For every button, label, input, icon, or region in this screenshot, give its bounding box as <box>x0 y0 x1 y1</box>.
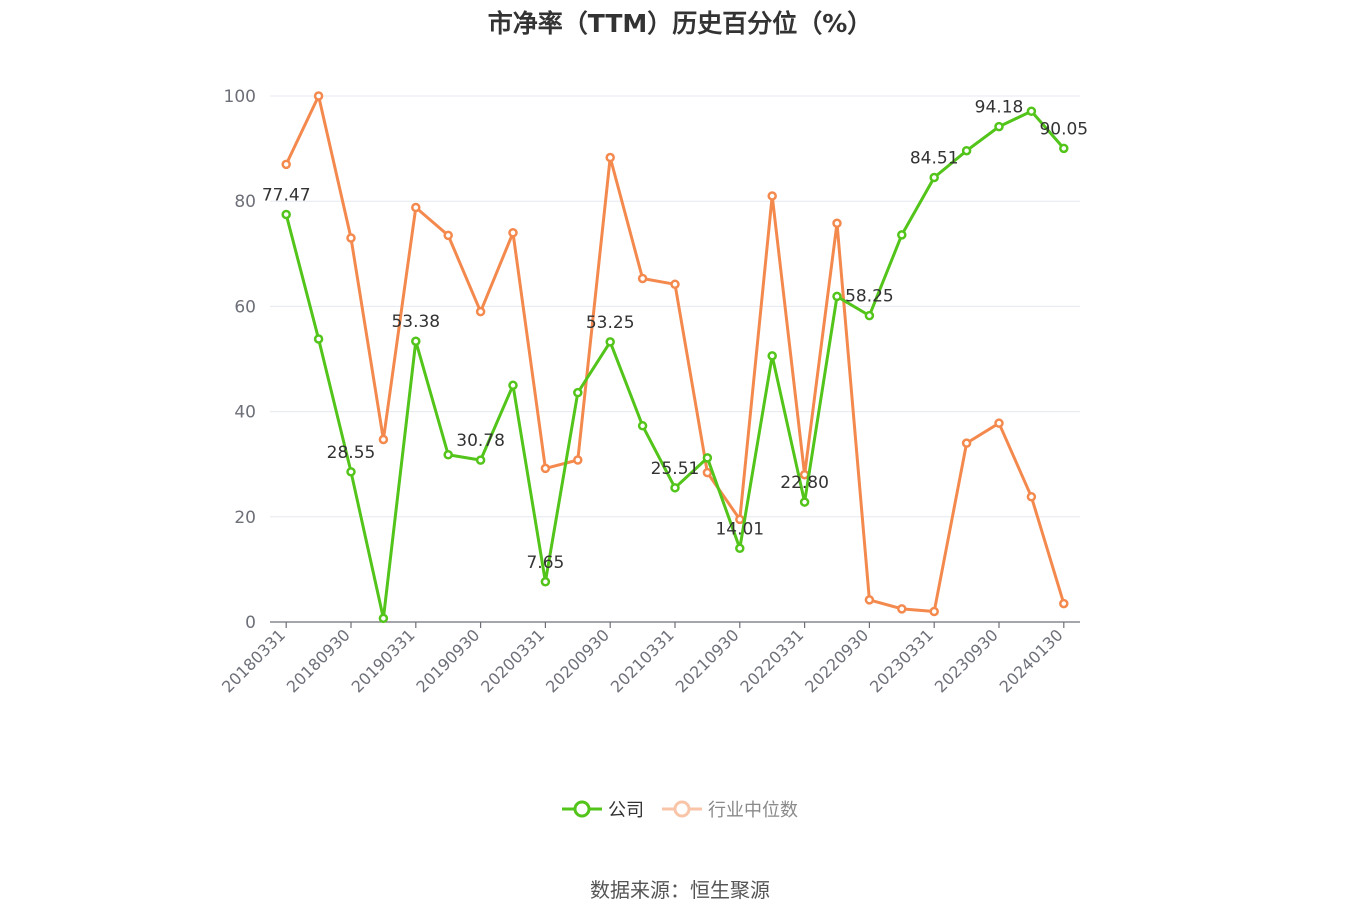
x-tick-label: 20230331 <box>866 625 937 696</box>
company-data-point <box>281 209 291 220</box>
company-data-label: 14.01 <box>715 519 764 539</box>
company-data-point <box>411 336 421 346</box>
x-tick-label: 20220930 <box>801 625 872 696</box>
industry-series-line <box>284 94 1066 613</box>
legend-company-marker-icon <box>562 800 602 818</box>
company-data-label: 22.80 <box>780 473 829 493</box>
company-data-point <box>929 172 939 183</box>
x-tick-label: 20180930 <box>283 625 354 696</box>
y-tick-label: 20 <box>234 508 256 528</box>
industry-data-point <box>702 467 713 478</box>
company-data-point <box>313 334 324 344</box>
company-data-label: 90.05 <box>1039 119 1088 139</box>
legend-industry-marker-icon <box>662 800 702 818</box>
company-data-point <box>475 455 486 465</box>
company-data-point <box>605 337 615 347</box>
x-tick-label: 20190331 <box>348 625 419 696</box>
industry-data-point <box>378 434 389 445</box>
industry-data-point <box>346 233 356 243</box>
legend-item-industry[interactable]: 行业中位数 <box>662 796 798 822</box>
industry-data-point <box>443 230 453 241</box>
company-data-label: 53.38 <box>391 312 440 332</box>
company-data-point <box>864 310 875 321</box>
company-data-point <box>346 467 356 477</box>
y-tick-label: 80 <box>234 192 256 212</box>
company-data-label: 58.25 <box>845 287 894 307</box>
industry-data-point <box>475 306 486 317</box>
company-data-point <box>670 483 680 493</box>
chart-title: 市净率（TTM）历史百分位（%） <box>487 9 873 38</box>
industry-data-point <box>411 202 421 213</box>
industry-data-point <box>832 218 842 229</box>
industry-data-point <box>929 606 939 617</box>
company-data-label: 28.55 <box>327 443 376 463</box>
industry-data-point <box>670 279 680 290</box>
company-data-point <box>832 291 842 302</box>
company-data-label: 30.78 <box>456 431 505 451</box>
x-tick-label: 20220331 <box>736 625 807 696</box>
legend: 公司 行业中位数 <box>0 796 1360 822</box>
y-tick-label: 60 <box>234 297 256 317</box>
company-data-point <box>540 577 551 587</box>
company-data-point <box>573 387 583 398</box>
company-data-point <box>1059 143 1069 154</box>
industry-data-point <box>605 152 615 163</box>
industry-data-point <box>637 273 648 284</box>
company-data-point <box>735 543 745 554</box>
company-data-label: 77.47 <box>262 186 311 206</box>
x-tick-label: 20190930 <box>412 625 483 696</box>
legend-item-company[interactable]: 公司 <box>562 796 644 822</box>
x-tick-label: 20200331 <box>477 625 548 696</box>
industry-data-point <box>281 159 291 170</box>
x-tick-label: 20210331 <box>607 625 678 696</box>
company-data-point <box>1026 106 1037 117</box>
industry-data-point <box>573 455 583 465</box>
industry-data-point <box>313 91 324 101</box>
industry-data-point <box>897 604 907 614</box>
company-data-point <box>702 453 713 463</box>
company-data-point <box>994 121 1004 132</box>
company-data-point <box>799 497 810 507</box>
company-data-label: 7.65 <box>526 553 564 573</box>
industry-data-point <box>1026 492 1037 502</box>
y-tick-label: 40 <box>234 403 256 423</box>
company-data-point <box>767 351 777 361</box>
x-tick-label: 20210930 <box>672 625 743 696</box>
industry-data-point <box>540 463 551 474</box>
industry-data-point <box>767 191 777 201</box>
company-data-point <box>897 230 907 240</box>
company-data-point <box>637 421 648 431</box>
company-data-label: 53.25 <box>586 313 635 333</box>
x-tick-label: 20200930 <box>542 625 613 696</box>
company-data-label: 94.18 <box>975 98 1024 118</box>
data-source-note: 数据来源：恒生聚源 <box>590 878 770 902</box>
company-data-point <box>508 380 518 391</box>
industry-data-point <box>508 228 518 238</box>
industry-data-point <box>961 438 972 448</box>
x-tick-label: 20180331 <box>218 625 289 696</box>
y-tick-label: 100 <box>224 87 256 107</box>
industry-data-point <box>864 595 875 605</box>
x-tick-label: 20240130 <box>996 625 1067 696</box>
line-chart: 0 20 40 60 80 100 2018033120180930201903312019… <box>218 87 1088 696</box>
legend-industry-label: 行业中位数 <box>708 800 798 821</box>
company-data-point <box>378 613 389 624</box>
y-tick-label: 0 <box>245 613 256 633</box>
industry-data-point <box>994 418 1004 428</box>
industry-data-point <box>1059 598 1069 609</box>
legend-company-label: 公司 <box>608 800 644 821</box>
company-data-label: 84.51 <box>910 148 959 168</box>
company-data-label: 25.51 <box>651 459 700 479</box>
x-tick-label: 20230930 <box>931 625 1002 696</box>
company-data-point <box>961 145 972 156</box>
company-data-point <box>443 449 453 460</box>
